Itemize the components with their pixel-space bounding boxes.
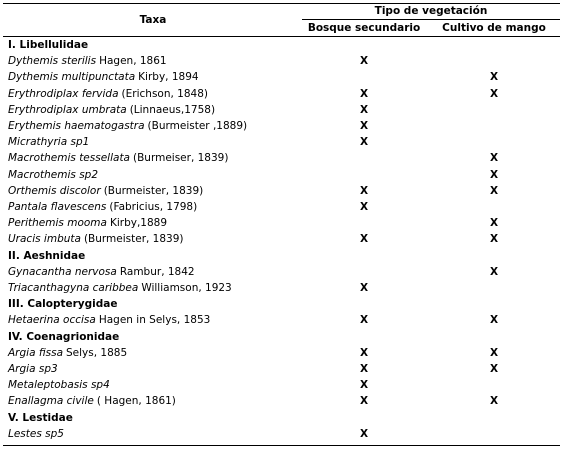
- mark: X: [489, 71, 499, 84]
- author: Kirby,1889: [109, 217, 168, 230]
- taxon: Triacanthagyna caribbea Williamson, 1923: [8, 281, 232, 295]
- header-col: Bosque secundario: [307, 22, 421, 34]
- taxon: Argia sp3: [8, 362, 58, 376]
- mark: X: [489, 184, 499, 197]
- author: (Erichson, 1848): [121, 87, 208, 100]
- author: Williamson, 1923: [141, 282, 232, 294]
- rule: [3, 445, 560, 446]
- mark: X: [359, 201, 369, 213]
- species: Erythrodiplax fervida: [8, 87, 119, 100]
- mark: X: [489, 346, 499, 359]
- author: (Fabricius, 1798): [109, 201, 198, 213]
- mark: X: [489, 233, 499, 246]
- rule: [3, 3, 560, 4]
- species: Triacanthagyna caribbea: [8, 282, 139, 294]
- species: Hetaerina occisa: [8, 314, 96, 327]
- taxon: Orthemis discolor (Burmeister, 1839): [8, 184, 203, 198]
- taxon: Micrathyria sp1: [8, 135, 89, 149]
- taxon: Metaleptobasis sp4: [8, 378, 110, 392]
- mark: X: [489, 265, 499, 278]
- group-label: III. Calopterygidae: [8, 298, 118, 311]
- taxon: Macrothemis sp2: [8, 168, 98, 182]
- mark: X: [489, 152, 499, 165]
- mark: X: [359, 379, 369, 392]
- mark: X: [359, 103, 369, 116]
- species: Macrothemis sp2: [8, 168, 99, 181]
- species: Gynacantha nervosa: [8, 265, 117, 278]
- species: Metaleptobasis sp4: [8, 379, 110, 392]
- species: Enallagma civile: [8, 395, 94, 408]
- species: Orthemis discolor: [8, 184, 101, 197]
- group-label: I. Libellulidae: [8, 39, 89, 51]
- group-label: II. Aeshnidae: [8, 249, 86, 262]
- mark: X: [359, 87, 369, 100]
- taxon: Uracis imbuta (Burmeister, 1839): [8, 232, 184, 246]
- species: Argia fissa: [8, 346, 64, 359]
- author: Hagen in Selys, 1853: [98, 314, 211, 327]
- author: Rambur, 1842: [119, 265, 195, 278]
- author: (Linnaeus,1758): [129, 103, 216, 116]
- mark: X: [489, 314, 499, 327]
- species: Erythrodiplax umbrata: [8, 103, 127, 116]
- rule: [3, 36, 560, 37]
- taxon: Erythrodiplax fervida (Erichson, 1848): [8, 87, 208, 101]
- species: Pantala flavescens: [8, 201, 107, 213]
- mark: X: [359, 136, 369, 149]
- mark: X: [359, 184, 369, 197]
- species: Argia sp3: [8, 363, 58, 375]
- species: Erythemis haematogastra: [8, 120, 145, 132]
- mark: X: [359, 55, 369, 68]
- mark: X: [359, 363, 369, 375]
- header-group: Tipo de vegetación: [374, 5, 488, 17]
- mark: X: [489, 87, 499, 100]
- author: ( Hagen, 1861): [96, 395, 176, 408]
- species: Dythemis sterilis: [8, 55, 97, 68]
- group-label: IV. Coenagrionidae: [8, 330, 120, 343]
- species: Micrathyria sp1: [8, 136, 90, 149]
- rule: [302, 19, 560, 20]
- author: (Burmeister, 1839): [103, 184, 204, 197]
- taxon: Dythemis multipunctata Kirby, 1894: [8, 70, 199, 84]
- taxon: Erythrodiplax umbrata (Linnaeus,1758): [8, 103, 215, 117]
- author: (Burmeister ,1889): [147, 120, 248, 132]
- mark: X: [489, 395, 499, 408]
- mark: X: [359, 282, 369, 294]
- author: (Burmeiser, 1839): [133, 152, 229, 165]
- mark: X: [359, 346, 369, 359]
- group-label: V. Lestidae: [8, 411, 73, 424]
- mark: X: [489, 168, 499, 181]
- taxon: Erythemis haematogastra (Burmeister ,1889…: [8, 119, 247, 133]
- mark: X: [489, 217, 499, 230]
- author: Selys, 1885: [66, 346, 128, 359]
- mark: X: [359, 427, 369, 440]
- species: Perithemis mooma: [8, 217, 107, 230]
- taxon: Argia fissa Selys, 1885: [8, 346, 127, 360]
- taxon: Perithemis mooma Kirby,1889: [8, 216, 167, 230]
- species: Macrothemis tessellata: [8, 152, 130, 165]
- mark: X: [359, 233, 369, 246]
- header-col: Cultivo de mango: [442, 22, 546, 34]
- mark: X: [359, 395, 369, 408]
- taxon: Lestes sp5: [8, 427, 64, 441]
- species: Lestes sp5: [8, 427, 64, 440]
- author: Hagen, 1861: [99, 55, 167, 68]
- author: (Burmeister, 1839): [83, 233, 184, 246]
- taxon: Dythemis sterilis Hagen, 1861: [8, 54, 167, 68]
- mark: X: [359, 314, 369, 327]
- header-taxa: Taxa: [139, 14, 167, 26]
- author: Kirby, 1894: [138, 71, 199, 84]
- taxon: Gynacantha nervosa Rambur, 1842: [8, 265, 195, 279]
- taxon: Hetaerina occisa Hagen in Selys, 1853: [8, 313, 210, 327]
- species: Uracis imbuta: [8, 233, 81, 246]
- species: Dythemis multipunctata: [8, 71, 136, 84]
- mark: X: [489, 363, 499, 375]
- mark: X: [359, 120, 369, 132]
- taxon: Enallagma civile( Hagen, 1861): [8, 394, 176, 408]
- taxon: Macrothemis tessellata (Burmeiser, 1839): [8, 151, 228, 165]
- taxon: Pantala flavescens (Fabricius, 1798): [8, 200, 197, 214]
